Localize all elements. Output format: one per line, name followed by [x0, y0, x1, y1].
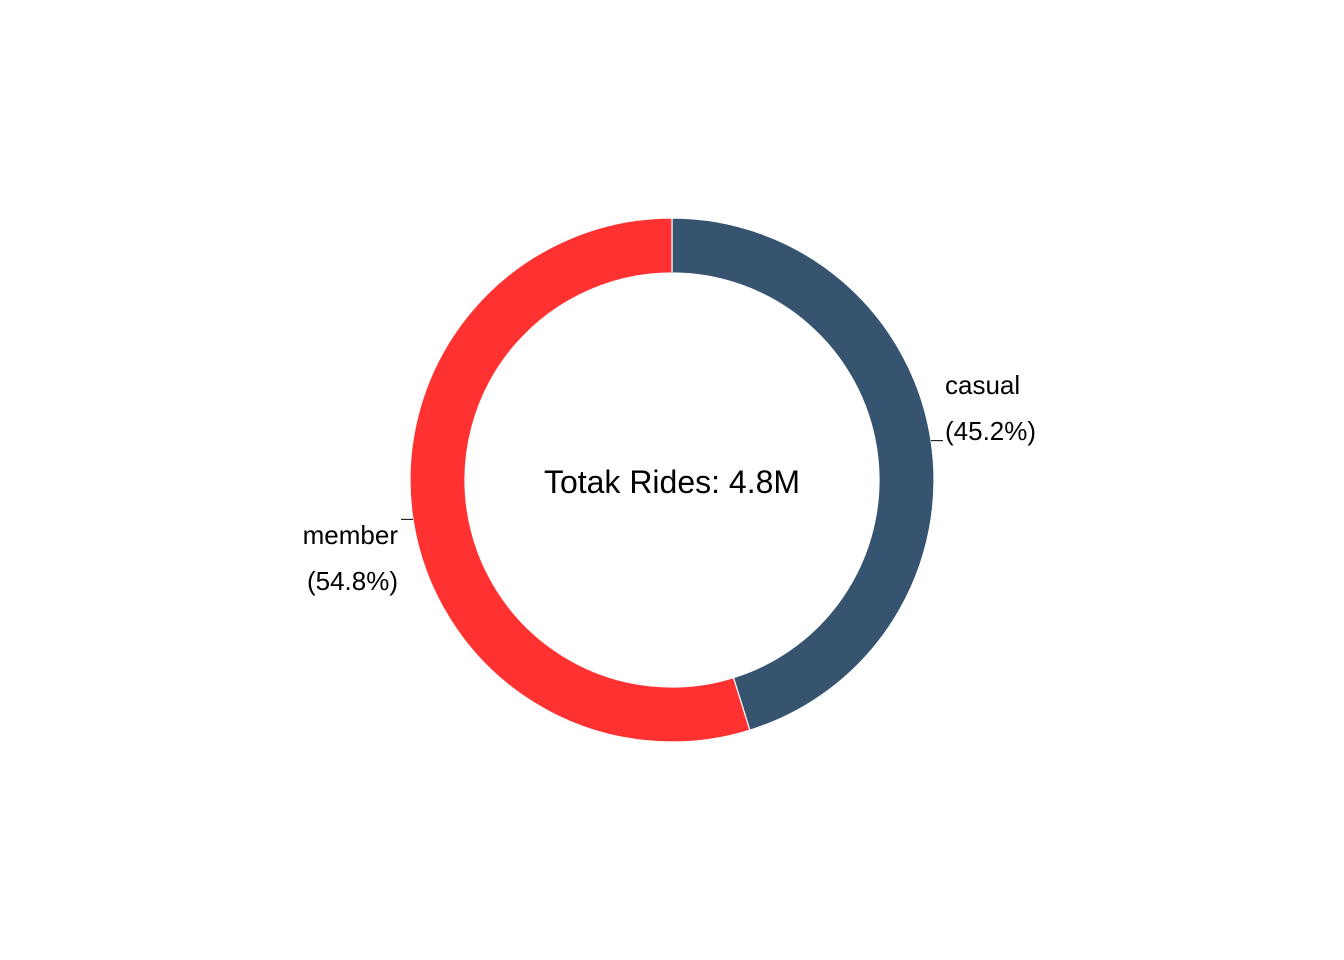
label-leader-lines	[400, 440, 944, 520]
slice-label-member-name: member	[303, 520, 399, 550]
slice-label-member-percent: (54.8%)	[307, 566, 398, 596]
donut-slice-member	[409, 217, 751, 743]
donut-slice-casual	[671, 217, 935, 731]
chart-center-label: Totak Rides: 4.8M	[544, 464, 800, 500]
slice-label-casual-percent: (45.2%)	[945, 416, 1036, 446]
slice-label-member: member (54.8%)	[303, 520, 399, 596]
donut-slices	[409, 217, 935, 743]
slice-label-casual-name: casual	[945, 370, 1020, 400]
slice-label-casual: casual (45.2%)	[945, 370, 1036, 446]
